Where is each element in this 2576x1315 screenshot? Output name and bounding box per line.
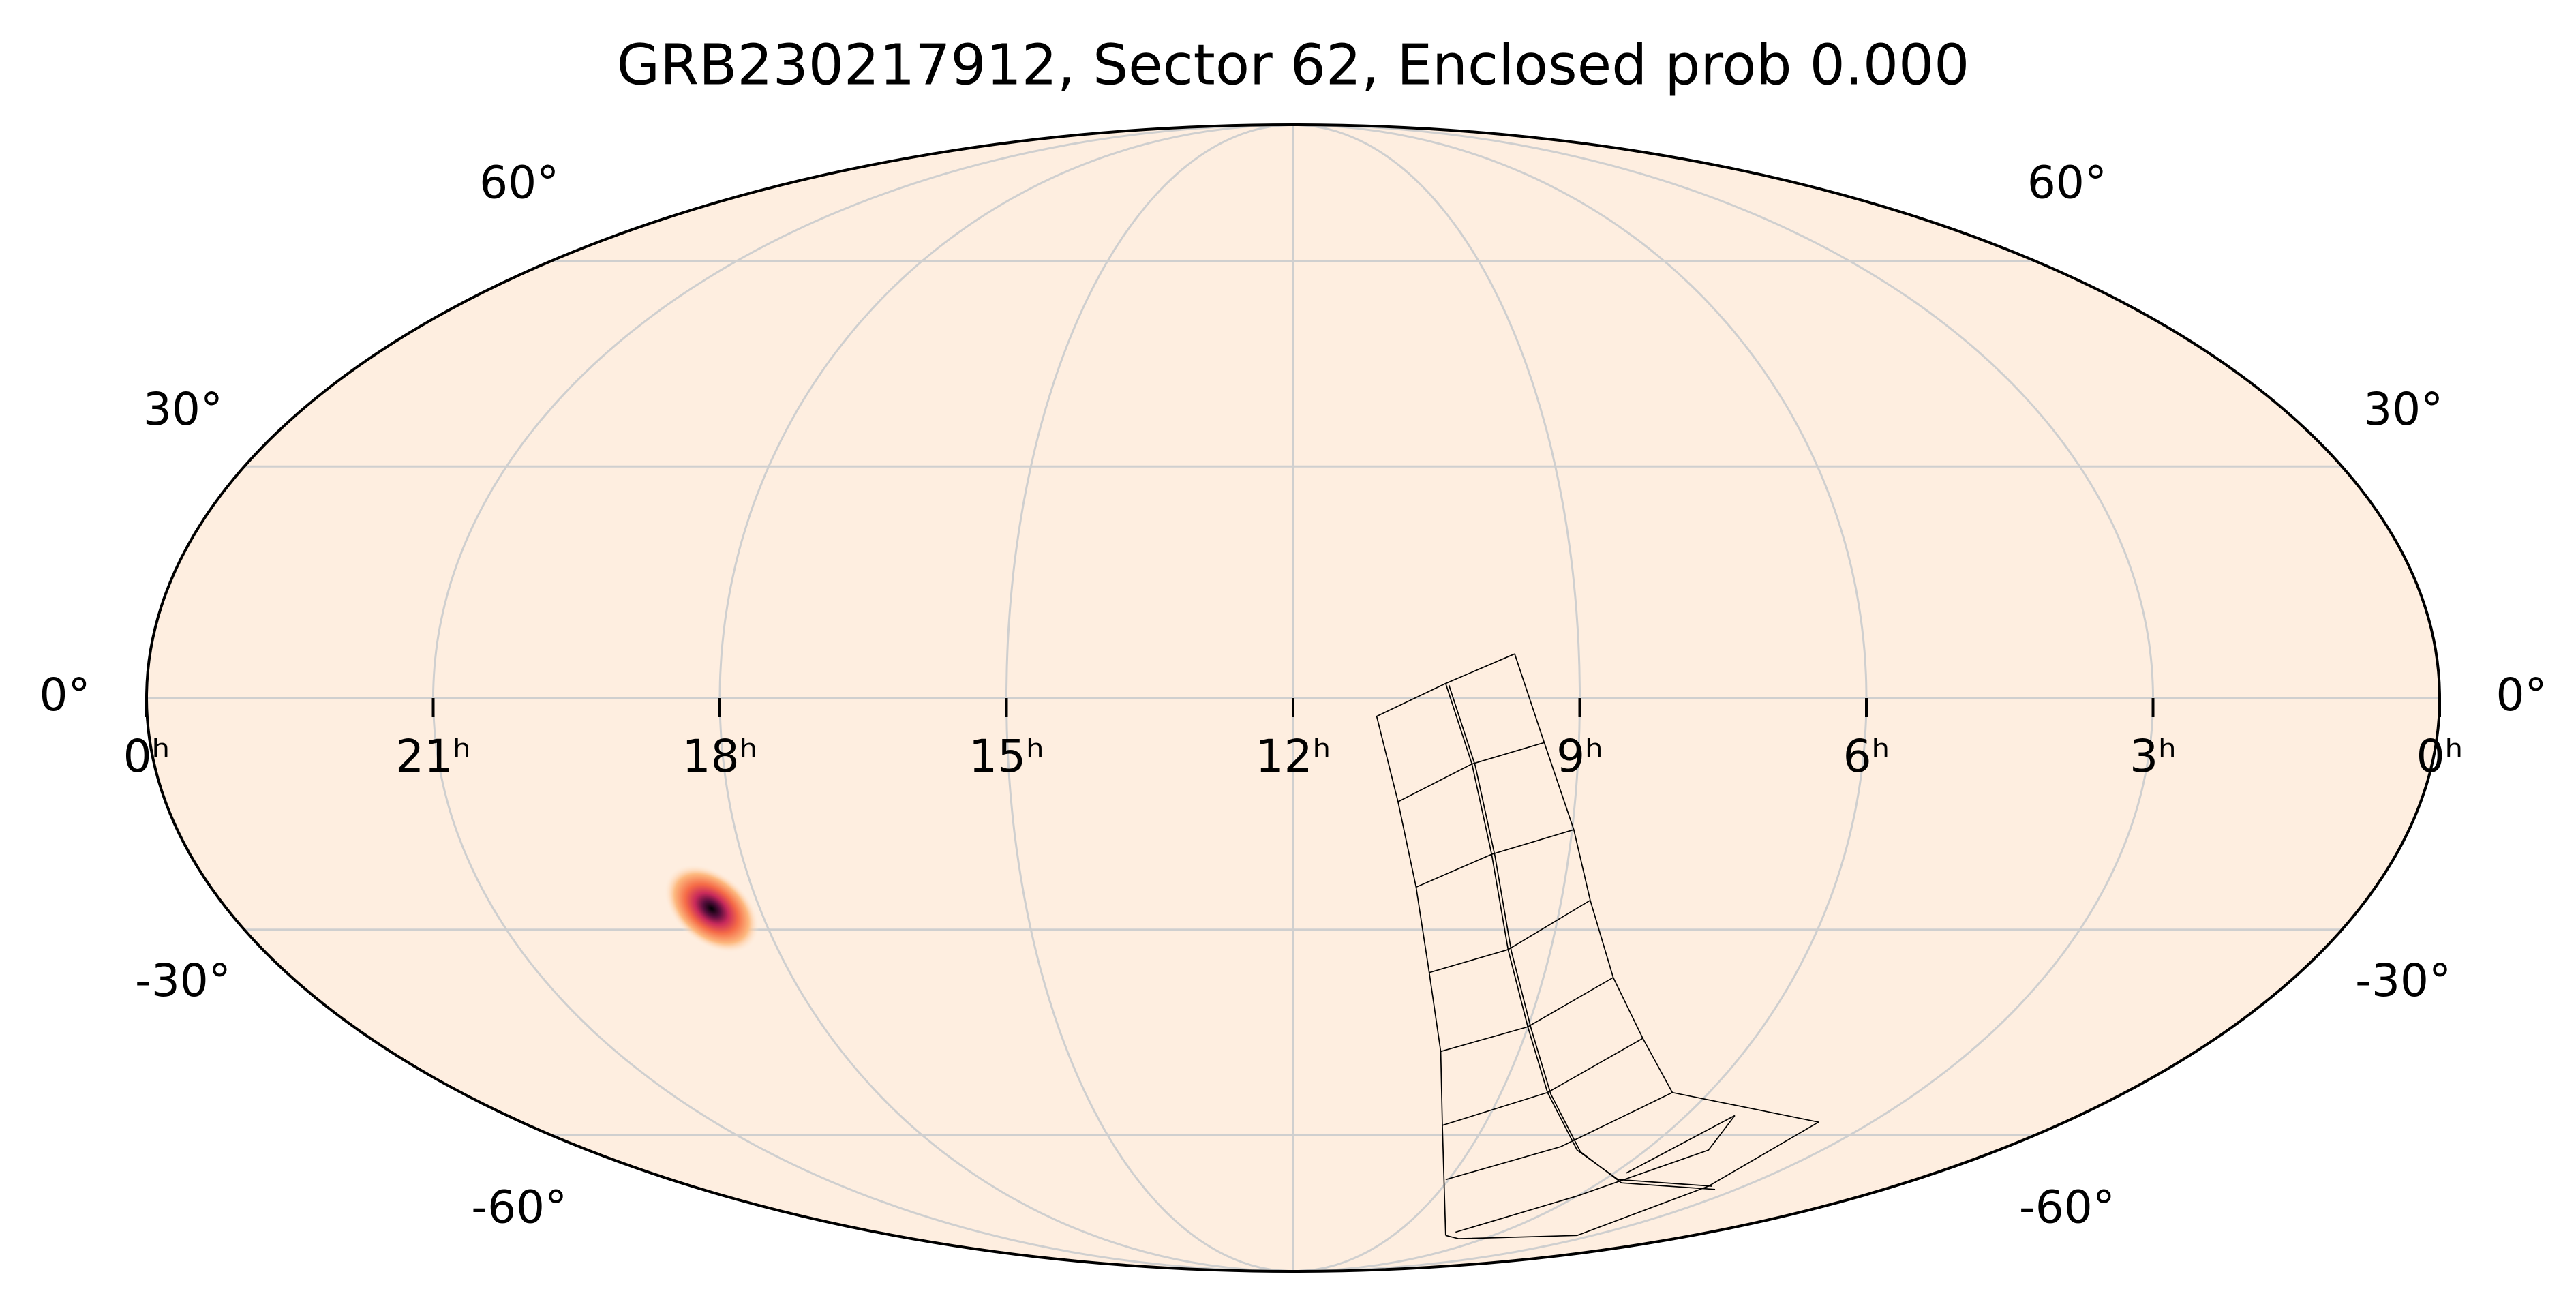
x-tick-label: 12ʰ: [1256, 730, 1331, 783]
x-tick-label: 9ʰ: [1556, 730, 1603, 783]
x-tick-label: 6ʰ: [1843, 730, 1890, 783]
footprint-edge: [1442, 1038, 1643, 1126]
x-tick-label: 21ʰ: [395, 730, 471, 783]
footprint-edge: [1429, 899, 1591, 973]
footprint-edge: [1397, 742, 1545, 802]
footprint-edge: [1626, 1115, 1736, 1174]
probability-region: [664, 864, 759, 954]
y-tick-label: 60°: [479, 156, 559, 209]
y-tick-label: 30°: [143, 383, 223, 436]
x-tick-label: 15ʰ: [969, 730, 1044, 783]
tess-footprint: [1376, 653, 1819, 1239]
x-tick-label: 3ʰ: [2130, 730, 2177, 783]
x-tick-label: 0ʰ: [2416, 730, 2464, 783]
y-tick-label: -60°: [2019, 1181, 2115, 1234]
x-tick-label: 0ʰ: [123, 730, 170, 783]
footprint-edge: [1376, 653, 1515, 717]
footprint-edge: [1416, 829, 1575, 888]
footprint-edge: [1455, 1115, 1736, 1233]
footprint-edge: [1514, 653, 1819, 1123]
chart-title: GRB230217912, Sector 62, Enclosed prob 0…: [617, 33, 1970, 97]
y-tick-label: 0°: [2496, 669, 2547, 721]
footprint-edge: [1445, 1091, 1673, 1181]
y-tick-label: 0°: [40, 669, 91, 721]
footprint-edge: [1445, 1121, 1819, 1239]
y-tick-label: 30°: [2363, 383, 2443, 436]
y-tick-label: 60°: [2027, 156, 2107, 209]
x-tick-label: 18ʰ: [682, 730, 758, 783]
footprint-edge: [1440, 977, 1614, 1053]
footprint-edge: [1448, 684, 1716, 1190]
y-tick-label: -30°: [135, 954, 231, 1007]
y-tick-label: -30°: [2355, 954, 2451, 1007]
y-tick-label: -60°: [471, 1181, 567, 1234]
